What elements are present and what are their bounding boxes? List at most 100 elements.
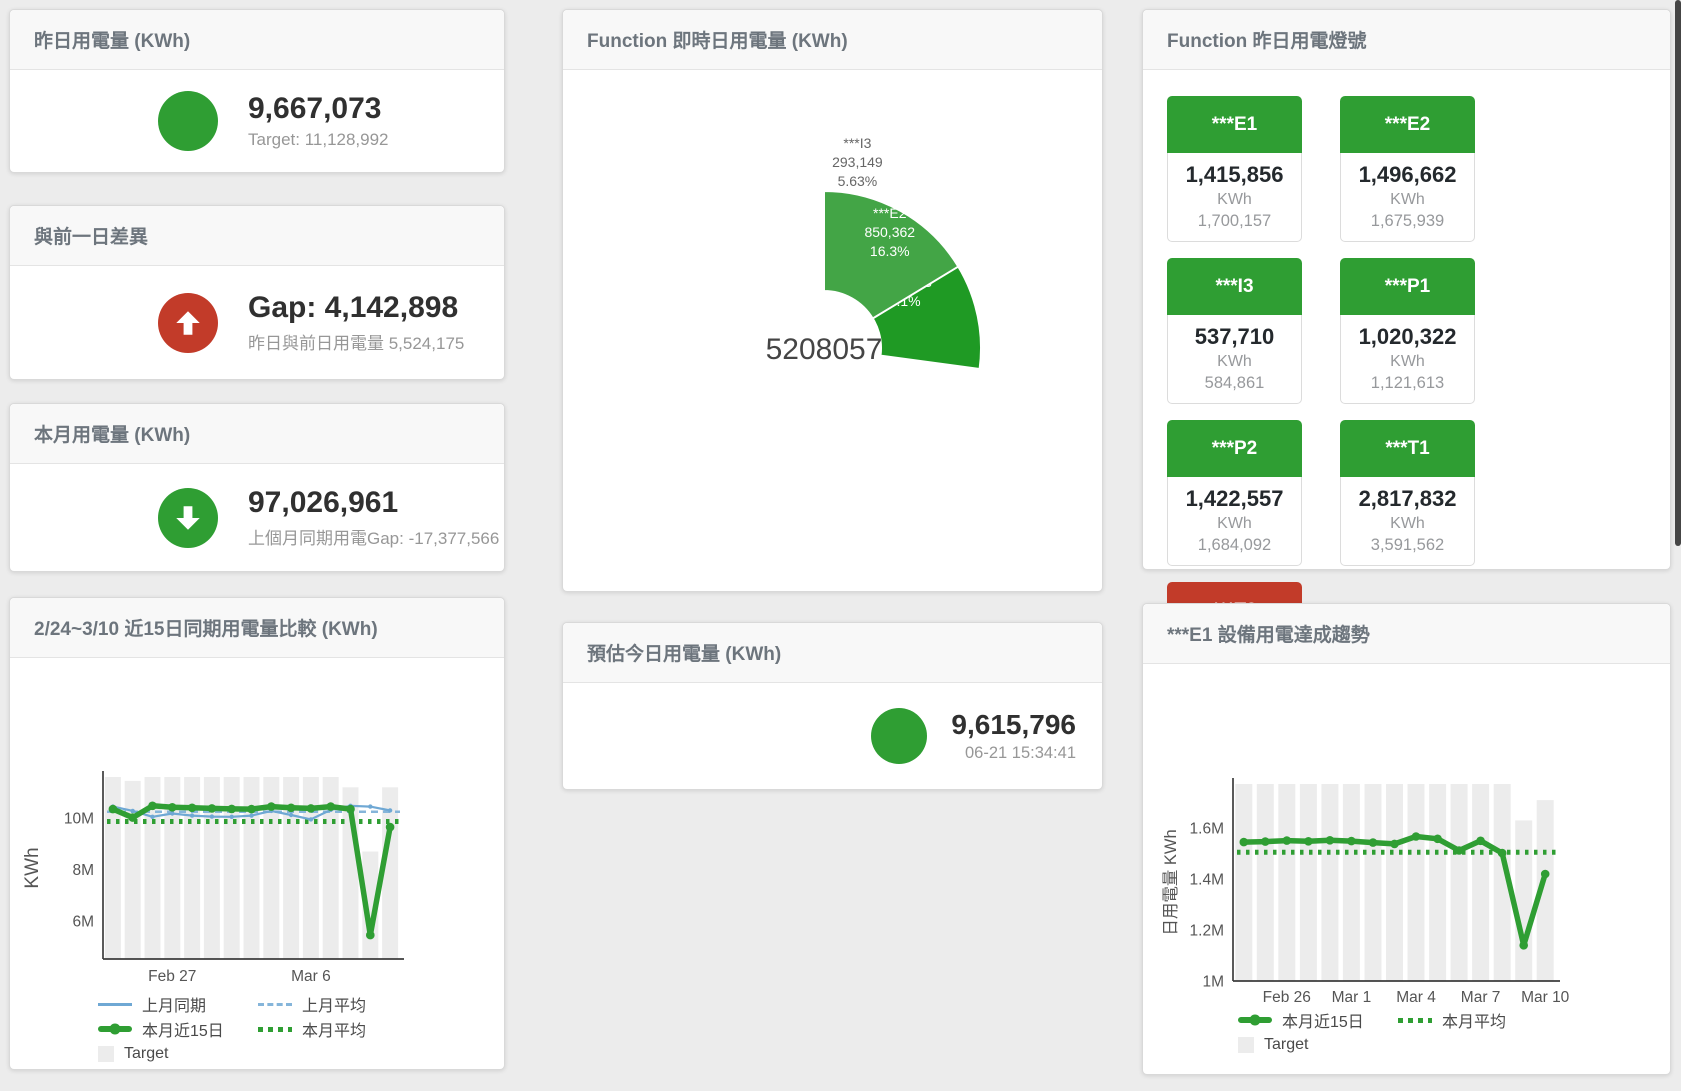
data-point[interactable] [1411,832,1421,841]
kpi-value: Gap: 4,142,898 [248,291,459,325]
target-bar[interactable] [243,777,260,959]
y-tick-label: 1.2M [1190,923,1224,940]
data-point[interactable] [1519,941,1528,950]
data-point[interactable] [108,804,118,814]
data-point[interactable] [1454,846,1464,855]
data-point[interactable] [1368,838,1378,847]
data-point[interactable] [1540,869,1550,879]
target-bar[interactable] [124,780,141,959]
target-bar[interactable] [1235,784,1253,981]
data-point[interactable] [1282,836,1292,845]
realtime-donut-chart[interactable]: ***T11,413,18327.1%***I3293,1495.63%***T… [563,70,1102,591]
target-bar[interactable] [382,787,399,959]
target-bar[interactable] [144,777,161,959]
tile-body: 1,422,557 KWh 1,684,092 [1167,477,1302,566]
device-tile-P1: ***P1 1,020,322 KWh 1,121,613 [1340,258,1475,404]
tile-target: 584,861 [1204,374,1265,392]
target-bar[interactable] [1450,784,1468,981]
target-bar[interactable] [362,851,379,960]
legend-item[interactable]: 本月平均 [258,1019,366,1040]
target-bar[interactable] [1407,784,1425,981]
target-bar[interactable] [1386,784,1403,981]
target-bar[interactable] [1256,784,1274,981]
data-point[interactable] [1304,837,1313,846]
legend-item[interactable]: 上月同期 [98,994,258,1015]
data-point[interactable] [207,804,217,813]
legend-item[interactable]: 上月平均 [258,994,366,1015]
data-point[interactable] [130,808,135,814]
compare-chart[interactable]: 6M 8M 10M Feb 27 Mar 6 KWh [10,658,504,994]
target-bar[interactable] [1429,784,1447,981]
data-point[interactable] [249,813,254,818]
tile-status-header: ***T1 [1340,420,1475,477]
data-point[interactable] [346,804,355,814]
tile-status-header: ***E2 [1340,96,1475,153]
data-point[interactable] [148,801,157,811]
target-bar[interactable] [1515,820,1533,981]
legend-item[interactable]: 本月近15日 [98,1019,258,1040]
data-point[interactable] [288,812,294,818]
legend-item[interactable]: Target [1238,1035,1398,1055]
legend-marker-dot-green [258,1026,292,1032]
data-point[interactable] [1325,836,1335,845]
data-point[interactable] [170,811,175,816]
target-bar[interactable] [263,777,280,959]
data-point[interactable] [385,822,395,832]
target-bar[interactable] [1299,784,1317,981]
target-bar[interactable] [1493,784,1511,981]
legend-item[interactable]: 本月近15日 [1238,1010,1398,1031]
data-point[interactable] [189,813,195,818]
data-point[interactable] [308,817,314,822]
data-point[interactable] [1347,836,1356,846]
data-point[interactable] [368,804,373,809]
data-point[interactable] [1433,834,1442,844]
target-bar[interactable] [1278,784,1296,981]
target-bar[interactable] [104,777,121,959]
card-header: 2/24~3/10 近15日同期用電量比較 (KWh) [10,598,504,658]
kpi-row: 97,026,961 上個月同期用電Gap: -17,377,566 [10,464,504,571]
tile-body: 537,710 KWh 584,861 [1167,315,1302,404]
target-bar[interactable] [164,777,181,959]
data-point[interactable] [1239,837,1249,847]
tile-status-header: ***E1 [1167,96,1302,153]
status-circle-icon [158,91,218,151]
data-point[interactable] [286,803,296,813]
data-point[interactable] [227,804,236,814]
data-point[interactable] [267,802,276,811]
device-tile-I3: ***I3 537,710 KWh 584,861 [1167,258,1302,404]
target-bar[interactable] [1342,784,1360,981]
data-point[interactable] [366,930,375,940]
tile-value: 1,020,322 [1358,324,1457,349]
scrollbar[interactable] [1675,0,1681,546]
data-point[interactable] [128,813,137,822]
data-point[interactable] [306,804,316,813]
legend-item[interactable]: 本月平均 [1398,1010,1506,1031]
trend-chart[interactable]: 1M 1.2M 1.4M 1.6M Feb 26 Mar 1 Mar 4 Mar 7 Mar 1… [1143,664,1670,1009]
target-bar[interactable] [1364,784,1382,981]
data-point[interactable] [187,803,197,813]
data-point[interactable] [387,808,393,813]
data-point[interactable] [247,804,256,814]
data-point[interactable] [326,802,336,811]
y-tick-label: 1.6M [1190,821,1224,838]
tile-unit: KWh [1390,353,1425,370]
data-point[interactable] [1261,837,1270,846]
data-point[interactable] [229,814,234,819]
card-yesterday-usage: 昨日用電量 (KWh) 9,667,073 Target: 11,128,992 [9,9,505,173]
data-point[interactable] [209,814,215,819]
y-tick-label: 10M [64,811,94,828]
target-bar[interactable] [223,777,240,959]
data-point[interactable] [168,803,177,812]
target-bar[interactable] [1472,784,1490,981]
kpi-value: 9,667,073 [248,92,382,126]
status-circle-icon [871,708,928,764]
target-bar[interactable] [1536,800,1554,981]
target-bar[interactable] [1321,784,1339,981]
legend-item[interactable]: Target [98,1044,258,1064]
data-point[interactable] [1476,836,1485,846]
data-point[interactable] [1497,848,1507,858]
data-point[interactable] [1390,839,1399,849]
data-point[interactable] [150,814,155,819]
donut-slice-E2[interactable] [823,189,960,320]
card-title: 與前一日差異 [34,227,149,248]
